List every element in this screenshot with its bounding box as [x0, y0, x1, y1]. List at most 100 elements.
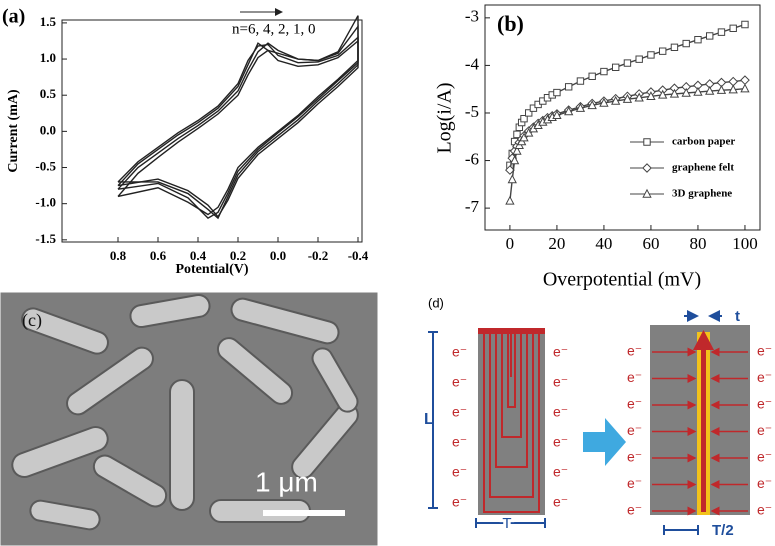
x-tick-label: 80 — [689, 234, 706, 253]
panel-label: (c) — [22, 310, 42, 331]
y-axis-title: Log(i/A) — [434, 82, 456, 153]
marker — [682, 39, 690, 48]
transition-arrow — [583, 418, 626, 466]
y-tick-label: 0.0 — [40, 122, 56, 137]
electron-label: e⁻ — [757, 475, 772, 491]
marker — [658, 47, 667, 55]
axes-frame — [484, 4, 761, 231]
marker — [658, 89, 668, 99]
marker — [741, 20, 749, 29]
marker — [647, 51, 655, 59]
y-tick-label: -1.0 — [35, 195, 56, 210]
electron-label: e⁻ — [627, 369, 642, 385]
marker — [564, 106, 574, 116]
y-tick-label: -1.5 — [35, 231, 56, 246]
electron-label: e⁻ — [553, 434, 568, 450]
electron-label: e⁻ — [553, 344, 568, 360]
marker — [729, 24, 737, 33]
marker — [681, 87, 691, 97]
marker — [643, 138, 651, 146]
electron-label: e⁻ — [627, 396, 642, 412]
x-tick-label: 0.8 — [110, 248, 127, 263]
electron-label: e⁻ — [627, 343, 642, 359]
electron-label: e⁻ — [627, 475, 642, 491]
marker — [587, 100, 597, 110]
x-tick-label: 60 — [642, 234, 659, 253]
electron-label: e⁻ — [553, 404, 568, 420]
electron-label: e⁻ — [452, 494, 467, 510]
panel-label: (d) — [428, 295, 444, 310]
scale-bar — [263, 510, 345, 516]
planar-electrode — [650, 325, 750, 515]
marker — [728, 84, 738, 94]
y-tick-label: 1.5 — [40, 14, 57, 29]
y-axis-title: Current (mA) — [6, 89, 21, 173]
electron-label: e⁻ — [757, 502, 772, 518]
comb-electrode — [478, 328, 545, 515]
sem-image — [0, 291, 379, 546]
x-tick-label: 0.6 — [150, 248, 167, 263]
marker — [716, 84, 727, 94]
marker — [576, 77, 585, 85]
marker — [669, 88, 680, 98]
annotation: n=6, 4, 2, 1, 0 — [232, 21, 315, 37]
legend-label: graphene felt — [672, 162, 734, 174]
electron-label: e⁻ — [757, 396, 772, 412]
y-tick-label: -5 — [465, 102, 479, 121]
y-tick-label: -3 — [465, 7, 479, 26]
y-tick-label: 0.5 — [40, 86, 57, 101]
marker — [524, 127, 534, 137]
marker — [611, 63, 620, 72]
marker — [552, 110, 562, 120]
marker — [600, 67, 608, 76]
y-tick-label: 1.0 — [40, 50, 56, 65]
marker — [642, 188, 652, 198]
x-tick-label: -0.2 — [308, 248, 329, 263]
electron-label: e⁻ — [553, 494, 568, 510]
x-tick-label: 20 — [548, 234, 565, 253]
x-tick-label: 100 — [732, 234, 758, 253]
marker — [642, 163, 652, 173]
electron-label: e⁻ — [452, 464, 467, 480]
marker — [509, 155, 520, 165]
electron-label: e⁻ — [452, 434, 467, 450]
legend-label: carbon paper — [672, 136, 735, 148]
marker — [693, 86, 703, 96]
marker — [513, 130, 521, 139]
marker — [622, 93, 633, 103]
electron-label: e⁻ — [757, 343, 772, 359]
electron-label: e⁻ — [553, 464, 568, 480]
marker — [634, 92, 644, 102]
x-tick-label: -0.4 — [348, 248, 369, 263]
data-line — [117, 15, 359, 216]
x-axis-title: Overpotential (mV) — [543, 269, 701, 291]
y-tick-label: -0.5 — [35, 159, 56, 174]
marker — [623, 59, 632, 67]
electron-label: e⁻ — [757, 449, 772, 465]
electron-label: e⁻ — [553, 374, 568, 390]
panel-label: (b) — [497, 11, 524, 36]
marker — [611, 95, 621, 105]
marker — [519, 132, 529, 142]
electron-label: e⁻ — [452, 404, 467, 420]
x-tick-label: 0.4 — [190, 248, 207, 263]
electron-label: e⁻ — [452, 374, 467, 390]
marker — [553, 88, 561, 97]
electron-label: e⁻ — [627, 449, 642, 465]
x-tick-label: 0.2 — [230, 248, 246, 263]
marker — [646, 91, 656, 101]
marker — [507, 174, 517, 184]
data-line — [117, 35, 359, 220]
electron-label: e⁻ — [757, 422, 772, 438]
x-tick-label: 40 — [595, 234, 612, 253]
y-tick-label: -4 — [465, 54, 480, 73]
panel-label: (a) — [2, 6, 25, 28]
marker — [740, 75, 750, 86]
marker — [694, 36, 702, 44]
legend-label: 3D graphene — [672, 188, 732, 200]
y-tick-label: -7 — [465, 197, 480, 216]
marker — [670, 43, 679, 52]
dimension-label: T — [502, 515, 511, 532]
